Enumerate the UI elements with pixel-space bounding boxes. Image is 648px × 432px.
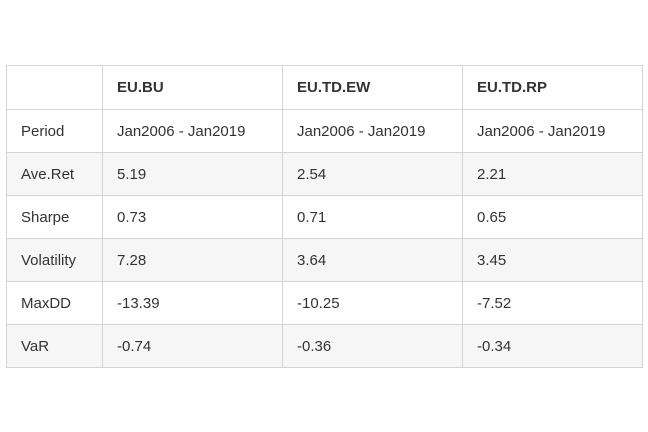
header-cell-eu-td-rp: EU.TD.RP [462, 65, 643, 110]
table-cell: 3.64 [282, 238, 463, 282]
metrics-table: EU.BU EU.TD.EW EU.TD.RP Period Jan2006 -… [6, 65, 643, 368]
table-cell: -10.25 [282, 281, 463, 325]
table-cell: -0.36 [282, 324, 463, 368]
row-label-period: Period [6, 109, 103, 153]
row-label-volatility: Volatility [6, 238, 103, 282]
table-row-maxdd: MaxDD -13.39 -10.25 -7.52 [6, 281, 643, 325]
table-cell: -13.39 [102, 281, 283, 325]
header-cell-eu-td-ew: EU.TD.EW [282, 65, 463, 110]
row-label-sharpe: Sharpe [6, 195, 103, 239]
header-cell-eu-bu: EU.BU [102, 65, 283, 110]
row-label-ave-ret: Ave.Ret [6, 152, 103, 196]
table-cell: 0.71 [282, 195, 463, 239]
table-cell: Jan2006 - Jan2019 [102, 109, 283, 153]
table-row-volatility: Volatility 7.28 3.64 3.45 [6, 238, 643, 282]
row-label-var: VaR [6, 324, 103, 368]
table-cell: Jan2006 - Jan2019 [282, 109, 463, 153]
table-header-row: EU.BU EU.TD.EW EU.TD.RP [6, 65, 643, 110]
table-cell: Jan2006 - Jan2019 [462, 109, 643, 153]
table-cell: -7.52 [462, 281, 643, 325]
table-row-var: VaR -0.74 -0.36 -0.34 [6, 324, 643, 368]
table-cell: 0.65 [462, 195, 643, 239]
table-cell: 3.45 [462, 238, 643, 282]
table-cell: 2.21 [462, 152, 643, 196]
table-cell: 0.73 [102, 195, 283, 239]
table-cell: 5.19 [102, 152, 283, 196]
table-cell: -0.74 [102, 324, 283, 368]
row-label-maxdd: MaxDD [6, 281, 103, 325]
table-row-sharpe: Sharpe 0.73 0.71 0.65 [6, 195, 643, 239]
table-cell: -0.34 [462, 324, 643, 368]
table-cell: 2.54 [282, 152, 463, 196]
table-cell: 7.28 [102, 238, 283, 282]
table-row-ave-ret: Ave.Ret 5.19 2.54 2.21 [6, 152, 643, 196]
table-row-period: Period Jan2006 - Jan2019 Jan2006 - Jan20… [6, 109, 643, 153]
header-cell-corner [6, 65, 103, 110]
metrics-table-container: EU.BU EU.TD.EW EU.TD.RP Period Jan2006 -… [6, 65, 643, 368]
